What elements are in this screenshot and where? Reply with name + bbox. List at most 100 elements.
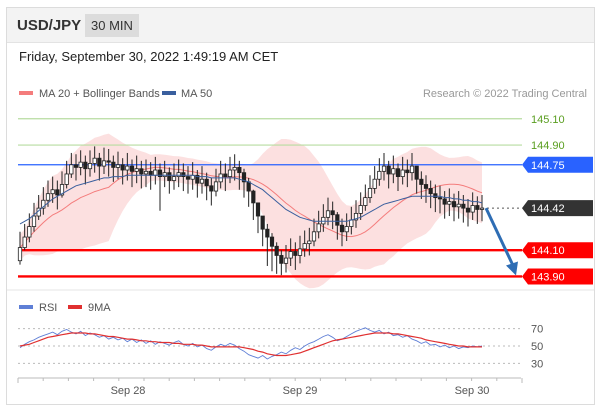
candle-body xyxy=(55,189,60,196)
candle-body xyxy=(405,169,410,174)
candle-body xyxy=(423,184,429,189)
ma50-legend-swatch xyxy=(162,91,176,95)
candle-body xyxy=(45,193,51,201)
candle-body xyxy=(176,172,181,178)
candle-body xyxy=(92,157,97,164)
candle-body xyxy=(181,172,186,178)
candle-body xyxy=(442,198,447,205)
candle-body xyxy=(447,201,452,205)
timeframe-badge[interactable]: 30 MIN xyxy=(85,14,139,37)
candle-body xyxy=(377,170,382,180)
candle-body xyxy=(134,168,139,172)
candle-body xyxy=(381,165,387,172)
candle-body xyxy=(391,168,396,175)
candle-body xyxy=(274,245,279,256)
candle-body xyxy=(311,231,317,242)
candle-body xyxy=(251,190,256,204)
candle-body xyxy=(111,161,116,168)
candle-body xyxy=(372,178,377,189)
candle-body xyxy=(353,212,359,221)
rsi-legend-label: RSI xyxy=(39,302,57,314)
bollinger-middle-line xyxy=(19,166,483,248)
candle-body xyxy=(129,165,135,172)
candle-body xyxy=(199,178,205,184)
bollinger-band xyxy=(20,133,482,289)
forecast-arrow-head xyxy=(506,261,518,276)
forecast-arrow xyxy=(484,207,515,267)
candle-body xyxy=(461,203,466,209)
ma50-legend-label: MA 50 xyxy=(181,88,212,100)
candle-body xyxy=(367,188,373,199)
candle-body xyxy=(470,205,475,213)
candle-body xyxy=(195,174,200,184)
candle-body xyxy=(456,203,461,208)
time-tick-label: Sep 30 xyxy=(455,385,490,397)
candle-body xyxy=(69,164,74,175)
candle-body xyxy=(395,168,401,177)
candle-body xyxy=(22,236,27,248)
level-price-label: 144.90 xyxy=(531,140,565,152)
candle-body xyxy=(279,255,284,264)
candle-body xyxy=(171,176,177,181)
candle-body xyxy=(209,185,214,192)
candle-body xyxy=(167,172,172,181)
candle-body xyxy=(153,169,158,176)
rsi-ma9-line xyxy=(19,332,482,357)
candle-body xyxy=(339,224,345,233)
candle-body xyxy=(223,173,228,178)
candle-body xyxy=(78,161,83,168)
currency-pair-title: USD/JPY xyxy=(17,17,82,34)
candle-body xyxy=(293,251,298,256)
candle-body xyxy=(106,160,111,163)
time-axis: Sep 28 Sep 29 Sep 30 xyxy=(17,377,523,397)
level-price-label: 144.75 xyxy=(531,160,565,172)
candle-body xyxy=(465,207,471,213)
candle-body xyxy=(358,205,363,214)
rsi-tick-label: 30 xyxy=(531,358,543,370)
time-tick-label: Sep 29 xyxy=(283,385,318,397)
candle-body xyxy=(27,226,32,238)
candle-body xyxy=(255,202,261,217)
candle-body xyxy=(307,240,312,245)
candle-body xyxy=(115,164,121,168)
candle-body xyxy=(265,228,270,238)
candle-body xyxy=(428,188,433,195)
ma9-legend-label: 9MA xyxy=(88,302,111,314)
rsi-legend-swatch xyxy=(19,305,33,309)
rsi-line xyxy=(19,327,483,360)
level-price-label: 145.10 xyxy=(531,114,565,126)
candle-body xyxy=(288,251,293,259)
level-price-label: 144.42 xyxy=(531,203,565,215)
candle-body xyxy=(157,169,163,177)
candle-body xyxy=(409,165,415,174)
level-price-label: 144.10 xyxy=(531,245,565,257)
level-tag xyxy=(522,242,593,259)
candle-body xyxy=(64,173,69,185)
candle-body xyxy=(97,157,102,167)
bollinger-legend-swatch xyxy=(19,91,33,95)
candle-body xyxy=(316,223,321,233)
candle-body xyxy=(475,205,480,210)
candle-body xyxy=(302,243,307,250)
rsi-legend: RSI 9MA xyxy=(19,302,111,314)
candle-body xyxy=(330,210,335,216)
level-price-label: 143.90 xyxy=(531,271,565,283)
candle-body xyxy=(185,176,191,180)
rsi-tick-label: 70 xyxy=(531,324,543,336)
candle-body xyxy=(83,161,88,170)
candle-body xyxy=(162,172,167,178)
level-tag xyxy=(522,156,593,173)
level-tag xyxy=(522,200,593,217)
ma9-legend-swatch xyxy=(68,305,82,309)
candle-body xyxy=(321,216,326,225)
candle-body xyxy=(204,178,209,187)
candle-body xyxy=(414,165,419,180)
level-tag xyxy=(522,268,593,285)
bollinger-legend-label: MA 20 + Bollinger Bands xyxy=(39,88,160,100)
candle-body xyxy=(139,168,144,175)
candle-body xyxy=(246,181,251,192)
candle-body xyxy=(335,214,340,226)
price-legend: MA 20 + Bollinger Bands MA 50 Research ©… xyxy=(19,88,587,100)
candle-body xyxy=(269,236,275,247)
